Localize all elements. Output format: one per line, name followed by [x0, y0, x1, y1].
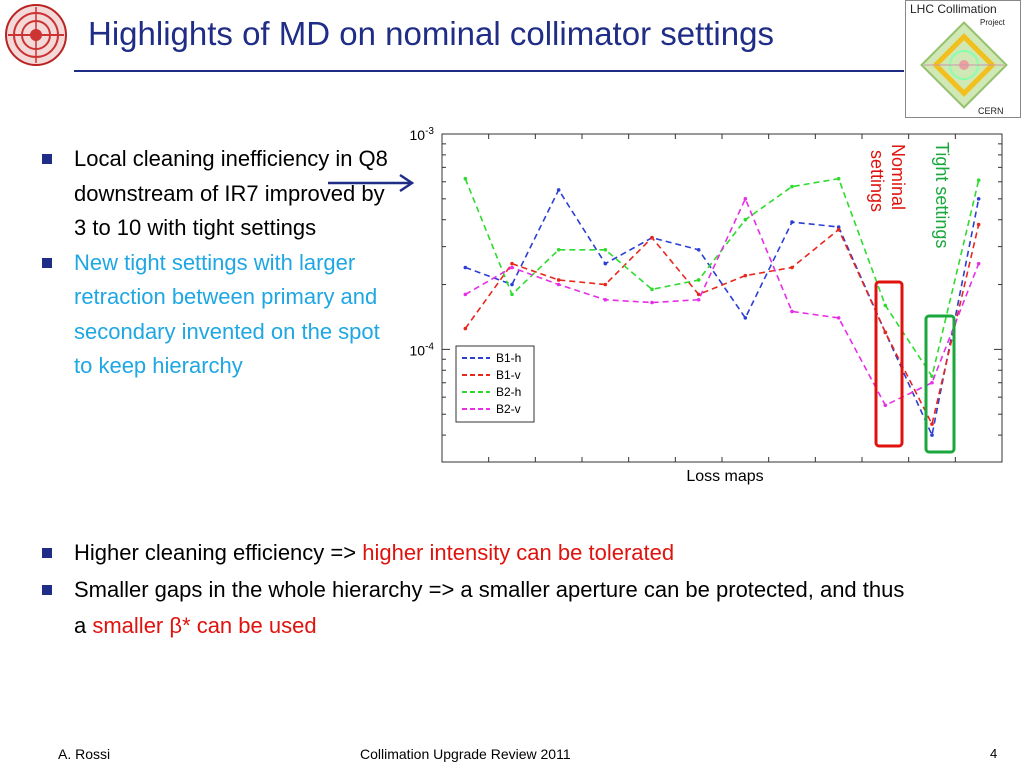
data-point: [976, 197, 981, 201]
lhc-collimation-logo: LHC Collimation Project CERN: [905, 0, 1021, 118]
data-point: [930, 380, 934, 385]
data-point: [790, 184, 794, 189]
data-point: [790, 265, 794, 270]
x-axis-label: Loss maps: [686, 468, 763, 485]
bullet-new-tight-settings: New tight settings with larger retractio…: [40, 246, 400, 384]
data-point: [510, 265, 514, 270]
legend-label: B2-h: [496, 385, 521, 399]
data-point: [883, 403, 888, 408]
bullet-higher-efficiency: Higher cleaning efficiency => higher int…: [40, 534, 920, 572]
data-point: [650, 235, 654, 240]
bullet-local-cleaning: Local cleaning inefficiency in Q8 downst…: [40, 142, 400, 246]
data-point: [510, 292, 514, 297]
data-point: [510, 261, 514, 266]
lhc-logo-icon: [5, 4, 67, 66]
data-point: [510, 282, 514, 287]
data-point: [930, 433, 934, 437]
data-point: [930, 422, 934, 426]
data-point: [743, 197, 748, 201]
nominal-settings-box: [874, 280, 904, 448]
annotation-tight: Tight settings: [932, 142, 952, 248]
data-point: [463, 265, 468, 270]
data-point: [603, 297, 608, 302]
bullet-text: Smaller gaps in the whole hierarchy => a…: [74, 577, 905, 638]
footer-author: A. Rossi: [58, 746, 111, 762]
data-point: [930, 374, 934, 379]
bullet-square-icon: [42, 154, 52, 164]
data-point: [790, 309, 794, 314]
data-point: [696, 247, 701, 252]
bullet-square-icon: [42, 548, 52, 558]
data-point: [836, 227, 841, 232]
data-point: [463, 176, 468, 181]
legend-label: B1-v: [496, 368, 521, 382]
data-point: [743, 316, 748, 320]
data-point: [976, 178, 981, 183]
data-point: [836, 225, 841, 229]
data-point: [556, 188, 561, 192]
series-line-b1-h: [465, 188, 980, 438]
title-highlight: MD on nominal collimator settings: [278, 15, 774, 52]
data-point: [696, 292, 701, 297]
data-point: [743, 273, 748, 278]
y-tick-label: 10-3: [410, 126, 435, 143]
data-point: [603, 282, 608, 287]
data-point: [650, 300, 654, 305]
annotation-nominal-line1: Nominal: [888, 144, 908, 210]
slide-title: Highlights of MD on nominal collimator s…: [88, 14, 774, 54]
arrow-right-icon: [328, 173, 415, 193]
title-underline: [74, 70, 904, 72]
data-point: [556, 247, 561, 252]
data-point: [790, 220, 794, 224]
annotation-nominal-line2: settings: [867, 150, 887, 212]
chart-legend: B1-h B1-v B2-h B2-v: [455, 345, 535, 423]
logo-cern: CERN: [978, 106, 1004, 116]
data-point: [556, 278, 561, 282]
y-tick-label: 10-4: [410, 341, 435, 358]
data-point: [650, 287, 654, 292]
bullet-square-icon: [42, 585, 52, 595]
left-bullet-list: Local cleaning inefficiency in Q8 downst…: [40, 142, 400, 384]
bottom-bullet-list: Higher cleaning efficiency => higher int…: [40, 534, 920, 644]
data-point: [976, 222, 981, 227]
loss-map-chart: 10-3 10-4 Nominal settings Tight settings…: [410, 126, 1003, 485]
data-point: [743, 217, 748, 222]
data-point: [696, 297, 701, 302]
bullet-smaller-gaps: Smaller gaps in the whole hierarchy => a…: [40, 572, 920, 644]
bullet-highlight: higher intensity can be tolerated: [362, 540, 675, 565]
data-point: [603, 261, 608, 266]
series-line-b2-v: [464, 196, 980, 407]
bullet-text: Higher cleaning efficiency =>: [74, 540, 363, 565]
legend-label: B2-v: [496, 402, 521, 416]
data-point: [836, 176, 841, 181]
logo-subtitle: Project: [980, 18, 1005, 27]
logo-title: LHC Collimation: [910, 2, 997, 16]
data-point: [463, 292, 468, 297]
data-point: [976, 261, 981, 266]
data-point: [836, 316, 841, 320]
legend-label: B1-h: [496, 351, 521, 365]
bullet-text: New tight settings with larger retractio…: [74, 249, 380, 379]
bullet-square-icon: [42, 257, 52, 268]
bullet-text: Local cleaning inefficiency in Q8 downst…: [74, 146, 388, 240]
collimator-jaws-icon: [920, 21, 1008, 109]
data-point: [463, 326, 468, 331]
data-point: [603, 247, 608, 252]
title-prefix: Highlights of: [88, 15, 279, 52]
data-point: [883, 330, 888, 335]
tight-settings-box: [924, 314, 956, 454]
bullet-highlight: smaller β* can be used: [92, 613, 317, 638]
footer-event: Collimation Upgrade Review 2011: [360, 746, 571, 762]
plot-frame: [441, 133, 1003, 463]
series-line-b1-v: [464, 224, 980, 427]
data-point: [696, 278, 701, 282]
data-point: [883, 303, 888, 308]
page-number: 4: [990, 746, 998, 761]
data-point: [556, 282, 561, 287]
